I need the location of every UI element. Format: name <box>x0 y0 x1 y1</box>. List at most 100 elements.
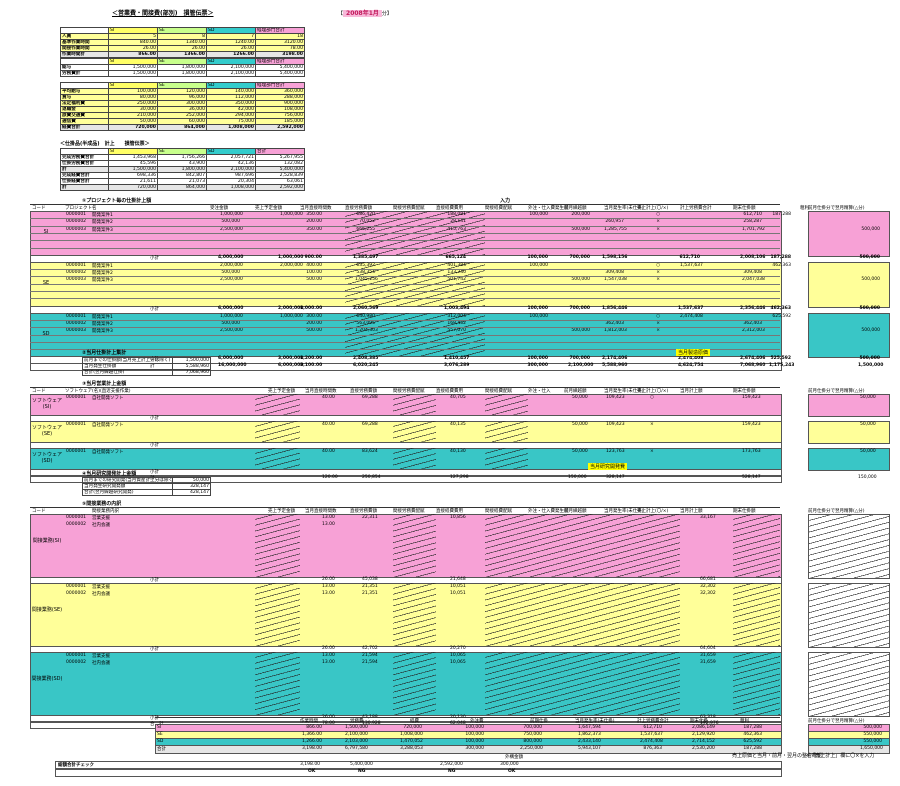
hatched-next <box>808 652 890 717</box>
column-header: コード <box>32 389 46 394</box>
total-row <box>30 363 782 372</box>
subtotal-value: 1,003,494 <box>444 305 470 311</box>
column-header: 売上計上(〇/×) <box>637 389 669 394</box>
row-value: 2,000,000 <box>220 262 243 268</box>
row-value: 188,081 <box>447 212 466 217</box>
column-header: 間接経費配賦 <box>485 389 512 394</box>
row-value: 1,547,038 <box>604 277 627 283</box>
row-value: ○ <box>656 313 660 319</box>
column-header: コード <box>32 206 46 211</box>
column-header: 直接経費費用 <box>436 509 463 514</box>
column-header: 直接経費費用 <box>436 206 463 211</box>
row-value: 500,000 <box>571 277 590 283</box>
check-value: 300,000 <box>500 762 519 767</box>
subtotal-value: 4,000,000 <box>218 254 244 260</box>
cell: 866.00 <box>108 51 158 58</box>
staff-hours-table: SI SE SD 経理部門合計 人員 5 8 7 18 基準作業時間 840.00 1340… <box>60 27 305 58</box>
summary-col-header: 計上労務費合計 <box>637 719 669 724</box>
row-mark: × <box>650 449 654 454</box>
summary-value: 1,862,373 <box>578 732 601 737</box>
total-end: 192,976 <box>700 721 719 726</box>
row-end: 31,659 <box>700 660 716 665</box>
subtotal-value: 1,385,497 <box>353 254 379 260</box>
row-project: 開発案件1 <box>92 263 113 269</box>
group-label: ソフトウェア(SI) <box>31 398 62 410</box>
period-bracket-left: 【 <box>338 11 344 17</box>
row-line <box>30 291 780 292</box>
subtotal-label: 小計 <box>150 716 159 721</box>
row-code: 0000002 <box>66 219 87 225</box>
row-label: 作業時間計 <box>60 51 109 58</box>
check-row <box>55 761 782 770</box>
row-value: 462,363 <box>772 262 791 268</box>
summary-value: 2,250,000 <box>520 746 543 751</box>
row-label: 自社開発ソフト <box>92 423 124 428</box>
subtotal-value: 612,710 <box>679 254 701 260</box>
summary-value: 2,086,149 <box>692 725 715 730</box>
row-gen: 123,763 <box>606 449 625 454</box>
row-project: 開発案件1 <box>92 213 113 218</box>
row-code: 0000001 <box>66 422 87 427</box>
row-value: 100,000 <box>529 313 548 319</box>
summary-value: 876,363 <box>643 746 662 751</box>
row-project: 開発案件3 <box>92 278 113 284</box>
column-header: 受注金額 <box>210 206 228 211</box>
subtotal-v2: 21,648 <box>450 577 466 582</box>
hatched-area <box>255 514 300 577</box>
summary-value: 5,943,107 <box>578 746 601 751</box>
row-value: 2,312,003 <box>742 328 765 334</box>
summary-col-header: 期末仕掛 <box>690 719 708 724</box>
summary-col-header: 経費 <box>410 719 419 724</box>
total-v1: 250,854 <box>362 475 381 480</box>
row-v1: 21,351 <box>362 591 378 596</box>
row-v2: 10,856 <box>450 515 466 520</box>
section1-title: ①プロジェクト毎の仕掛計上額 <box>82 198 152 204</box>
subtotal-value: 500,000 <box>859 356 881 362</box>
row-value: 500,000 <box>571 328 590 334</box>
column-header: 当月直接時間数 <box>305 389 337 394</box>
subtotal-value: 100,000 <box>527 254 549 260</box>
column-header: 当月直接時間数 <box>305 509 337 514</box>
next-month-band <box>808 261 890 308</box>
cell: 2,100,000 <box>206 70 256 77</box>
row-value: 309,408 <box>743 270 762 276</box>
summary-value: 500,000 <box>863 725 882 730</box>
subtotal-value: 525,592 <box>770 356 792 362</box>
row-value: 1,000,000 <box>220 313 243 319</box>
row-code: 0000003 <box>66 328 87 334</box>
summary-value: 550,000 <box>863 732 882 737</box>
column-header: 前月繰越額 <box>564 389 587 394</box>
subtotal-value: 900.00 <box>304 254 322 260</box>
next-month-band <box>808 211 890 257</box>
row-label: 合計(翌月繰越仕掛) <box>82 369 173 376</box>
column-header: 間接業務内訳 <box>92 509 119 514</box>
row-value: ○ <box>656 262 660 268</box>
row-value: 2,000,000 <box>280 262 303 268</box>
subtotal-value: 2,474,408 <box>678 356 704 362</box>
summary-col-header: 前月仕掛分で翌月精算(△分) <box>808 719 865 724</box>
row-value: 500,000 <box>861 328 880 334</box>
row-value: 100,000 <box>529 262 548 268</box>
row-value: 500.00 <box>306 277 322 283</box>
column-header: 前月繰越額 <box>564 206 587 211</box>
subtotal-label: 小計 <box>150 647 159 652</box>
row-end: 32,302 <box>700 591 716 596</box>
row-label: 前月までの研究開発(当月資産計上分は除く) <box>82 477 173 484</box>
row-v1: 21,594 <box>362 660 378 665</box>
column-header: 計上労務費合計 <box>680 206 712 211</box>
column-header: 前月繰越額 <box>564 509 587 514</box>
row-label: 営業支援 <box>92 654 110 659</box>
subtotal-value: 2,000,000 <box>278 305 304 311</box>
row-value: × <box>656 328 660 334</box>
wip-title: ＜仕掛品(半成品) 計上 損管伝票＞ <box>60 141 150 147</box>
subtotal-label: 小計 <box>150 255 159 261</box>
subtotal-label: 小計 <box>150 306 159 312</box>
summary-row-label: SE <box>157 732 163 737</box>
subtotal-value: 2,174,406 <box>602 356 628 362</box>
row-end: 31,659 <box>700 653 716 658</box>
summary-value: 2,433,140 <box>578 739 601 744</box>
subtotal-value: 3,000,000 <box>278 356 304 362</box>
cell: 864,000 <box>157 124 207 131</box>
column-header: 前月仕掛分で翌月精算(△分) <box>808 509 865 514</box>
hatched-area <box>255 421 300 442</box>
